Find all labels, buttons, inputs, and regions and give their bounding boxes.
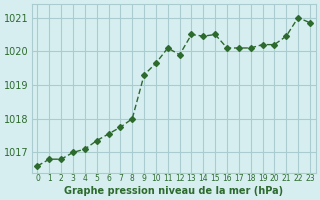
X-axis label: Graphe pression niveau de la mer (hPa): Graphe pression niveau de la mer (hPa) [64,186,283,196]
